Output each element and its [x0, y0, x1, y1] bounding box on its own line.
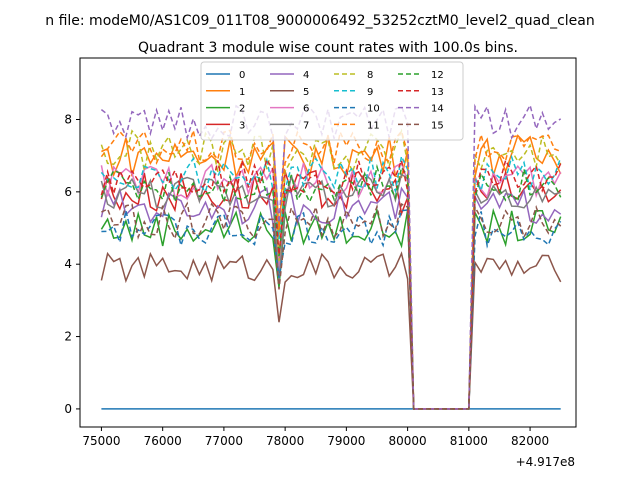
series-line-2	[100, 207, 562, 410]
axis-layer: 75000 76000 77000 78000 79000 80000 81000 82000…	[64, 113, 549, 449]
legend-label-12: 12	[431, 70, 444, 81]
legend-box	[200, 61, 464, 141]
x-tick-label-0: 75000	[82, 434, 120, 448]
plot-frame	[79, 57, 577, 428]
y-tick-label-2: 4	[64, 257, 72, 271]
y-tick-label-3: 6	[64, 185, 72, 199]
chart-title: Quadrant 3 module wise count rates with …	[138, 40, 518, 56]
x-tick-label-5: 80000	[389, 434, 427, 448]
legend-label-9: 9	[367, 87, 373, 98]
x-tick-label-6: 81000	[450, 434, 488, 448]
legend-label-4: 4	[303, 70, 309, 81]
y-tick-label-1: 2	[64, 330, 72, 344]
legend-label-11: 11	[367, 120, 380, 131]
y-tick-label-0: 0	[64, 402, 72, 416]
series-line-9	[100, 153, 562, 410]
x-tick-label-2: 77000	[205, 434, 243, 448]
series-line-8	[100, 128, 562, 410]
x-offset-label: +4.917e8	[516, 455, 575, 469]
legend-label-14: 14	[431, 104, 444, 115]
series-line-12	[100, 163, 562, 410]
legend-label-2: 2	[239, 104, 245, 115]
series-line-13	[100, 157, 562, 410]
legend-label-3: 3	[239, 120, 245, 131]
chart-suptitle: n file: modeM0/AS1C09_011T08_9000006492_…	[45, 13, 594, 29]
legend-label-13: 13	[431, 87, 444, 98]
legend-label-1: 1	[239, 87, 245, 98]
series-line-7	[100, 172, 561, 410]
legend-label-6: 6	[303, 104, 309, 115]
series-line-10	[101, 209, 562, 410]
series-layer	[100, 103, 562, 410]
x-tick-label-1: 76000	[144, 434, 182, 448]
series-line-11	[100, 129, 561, 410]
series-line-4	[100, 186, 562, 410]
x-tick-label-3: 78000	[266, 434, 304, 448]
legend-label-5: 5	[303, 87, 309, 98]
legend-label-8: 8	[367, 70, 373, 81]
series-line-6	[100, 162, 562, 410]
series-line-5	[100, 251, 562, 410]
legend-label-15: 15	[431, 120, 444, 131]
legend-label-10: 10	[367, 104, 380, 115]
y-tick-label-4: 8	[64, 113, 72, 127]
legend-label-7: 7	[303, 120, 309, 131]
series-line-15	[101, 201, 562, 410]
x-tick-label-7: 82000	[511, 434, 549, 448]
x-tick-label-4: 79000	[327, 434, 365, 448]
legend-label-0: 0	[239, 70, 245, 81]
